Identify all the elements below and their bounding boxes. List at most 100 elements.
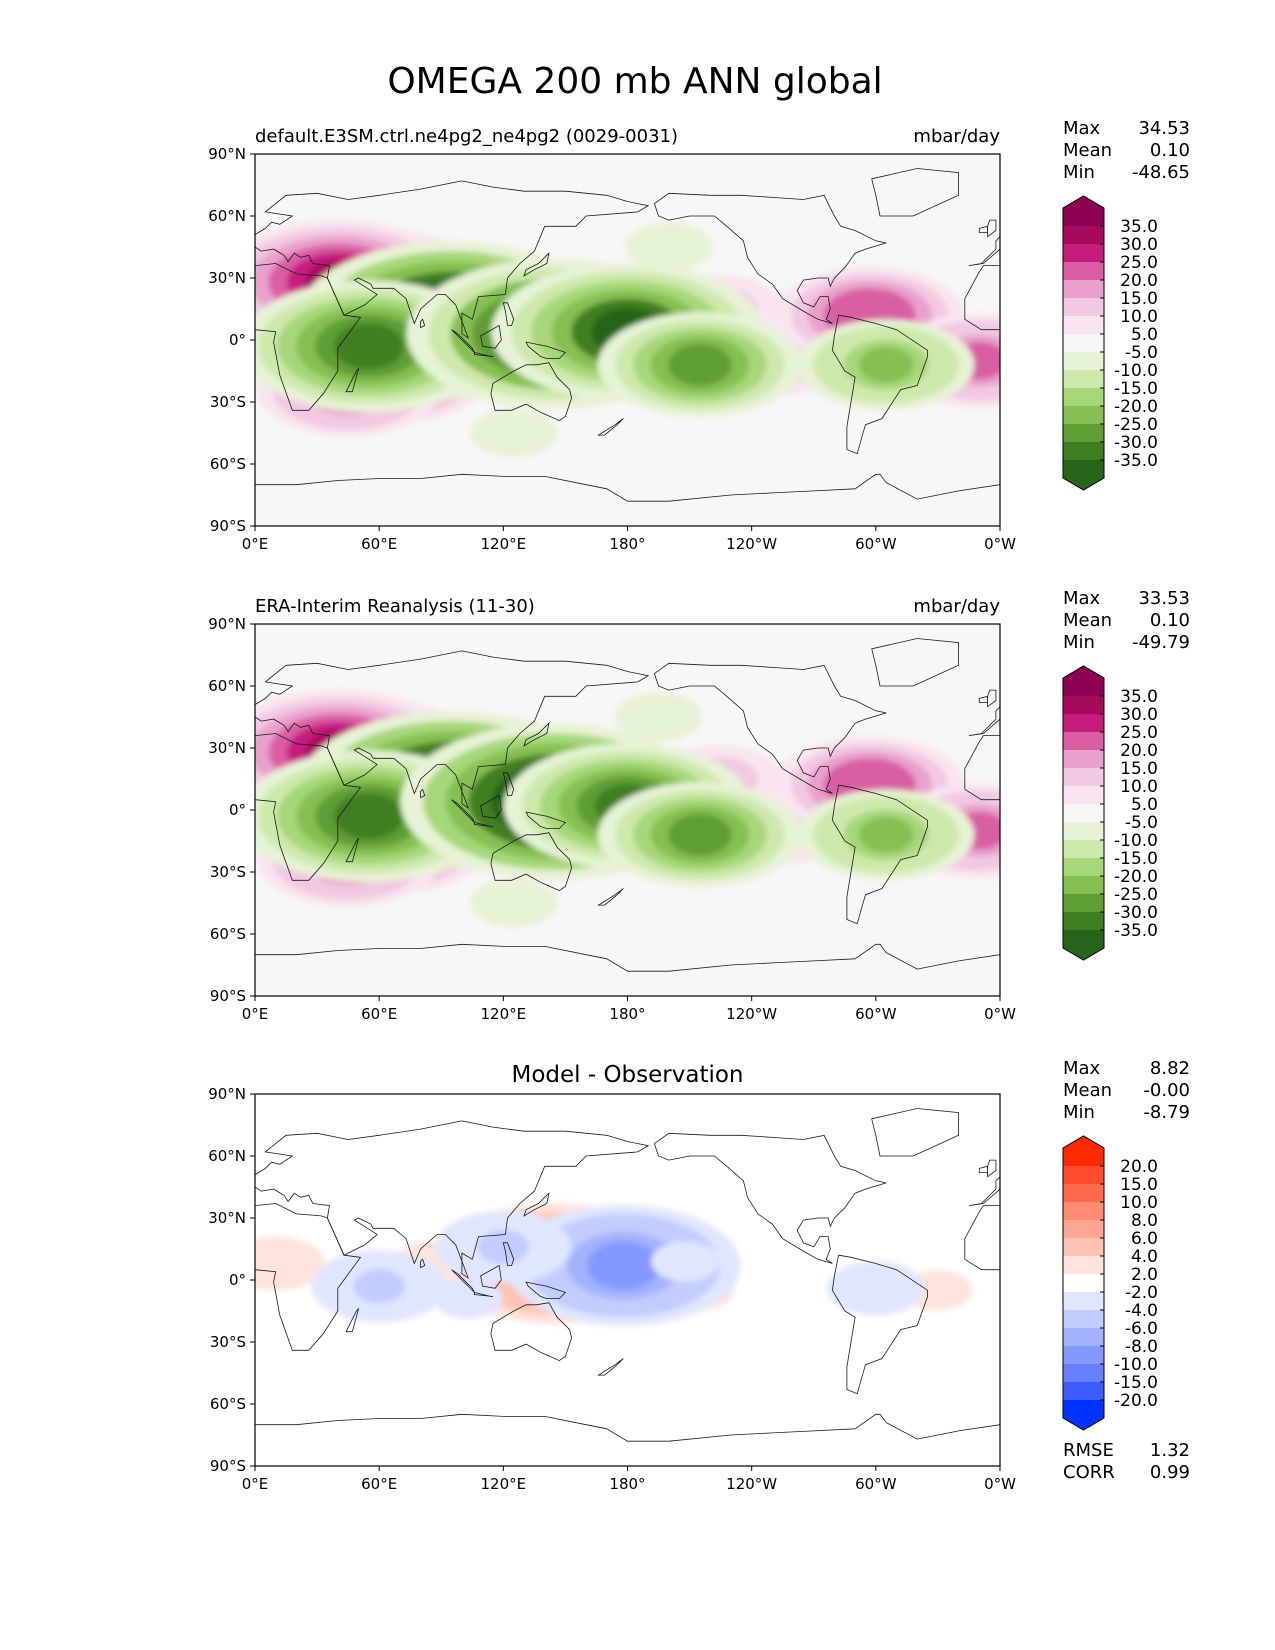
lat-tick-label: 60°S — [210, 925, 246, 943]
colorbar-tick-label: -25.0 — [1114, 415, 1158, 435]
colorbar-tick-label: 4.0 — [1131, 1247, 1158, 1267]
lat-tick-label: 0° — [229, 331, 246, 349]
stat-value: 33.53 — [1138, 588, 1190, 609]
coastline — [345, 837, 360, 863]
colorbar-tick-label: 25.0 — [1120, 253, 1158, 273]
lon-tick-label: 60°E — [361, 1475, 397, 1493]
colorbar-segment — [1063, 696, 1104, 714]
colorbar-tick-label: 10.0 — [1120, 307, 1158, 327]
lat-tick-label: 60°N — [208, 207, 246, 225]
lon-tick-label: 120°E — [481, 535, 527, 553]
coastline — [597, 1358, 624, 1376]
contour-level — [446, 1283, 491, 1314]
contour-level — [353, 1269, 405, 1304]
coastline — [523, 722, 550, 747]
coastline — [525, 341, 567, 359]
contour-level — [648, 233, 690, 261]
coastline — [451, 799, 475, 823]
colorbar-extend-bottom — [1063, 930, 1104, 960]
lon-tick-label: 180° — [609, 1475, 645, 1493]
coastline — [502, 772, 515, 796]
coastline — [871, 168, 959, 217]
field-layer — [255, 1094, 1000, 1466]
colorbar: 20.015.010.08.06.04.02.0-2.0-4.0-6.0-8.0… — [1062, 1135, 1158, 1431]
colorbar-extend-bottom — [1063, 1400, 1104, 1430]
lon-tick-label: 0°W — [984, 1005, 1016, 1023]
colorbar-tick-label: 10.0 — [1120, 777, 1158, 797]
stat-label: Min — [1063, 632, 1095, 653]
lon-tick-label: 120°W — [726, 1475, 777, 1493]
coastline — [420, 318, 426, 329]
coastline — [255, 180, 650, 339]
colorbar-segment — [1063, 1238, 1104, 1256]
contour-fill — [255, 689, 1000, 928]
colorbar-tick-label: 15.0 — [1120, 1175, 1158, 1195]
colorbar-tick-label: 10.0 — [1120, 1193, 1158, 1213]
stat-value: 34.53 — [1138, 118, 1190, 139]
colorbar-tick-label: -15.0 — [1114, 379, 1158, 399]
colorbar-extend-top — [1063, 666, 1104, 696]
lat-tick-label: 90°S — [210, 987, 246, 1005]
colorbar-segment — [1063, 1310, 1104, 1328]
lon-tick-label: 0°E — [242, 1005, 269, 1023]
contour-level — [858, 816, 914, 853]
stat-value: -49.79 — [1132, 632, 1190, 653]
coastlines — [255, 638, 1000, 996]
coastline — [987, 219, 997, 238]
coastline — [474, 821, 494, 827]
stat-label: Mean — [1063, 610, 1112, 631]
colorbar-tick-label: -15.0 — [1114, 849, 1158, 869]
field-layer — [255, 154, 1000, 526]
coastline — [831, 1254, 928, 1395]
coastline — [987, 689, 997, 708]
coastline — [871, 1108, 959, 1157]
colorbar-segment — [1063, 262, 1104, 280]
colorbar-tick-label: -2.0 — [1125, 1283, 1158, 1303]
colorbar-segment — [1063, 388, 1104, 406]
contour-level — [255, 1248, 299, 1279]
coastline — [480, 794, 502, 819]
lat-tick-label: 30°S — [210, 393, 246, 411]
colorbar-segment — [1063, 1166, 1104, 1184]
lon-tick-label: 0°W — [984, 535, 1016, 553]
colorbar-tick-label: -35.0 — [1114, 921, 1158, 941]
coastline — [597, 418, 624, 436]
coastline — [987, 1159, 997, 1178]
coastline — [653, 1132, 887, 1264]
colorbar-segment — [1063, 298, 1104, 316]
lat-tick-label: 90°N — [208, 615, 246, 633]
colorbar-outline — [1062, 665, 1105, 961]
contour-fill — [255, 219, 1000, 458]
colorbar-segment — [1063, 442, 1104, 460]
lat-tick-label: 0° — [229, 1271, 246, 1289]
colorbar-extend-bottom — [1063, 460, 1104, 490]
colorbar-segment — [1063, 244, 1104, 262]
colorbar-tick-label: 15.0 — [1120, 759, 1158, 779]
colorbar: 35.030.025.020.015.010.05.0-5.0-10.0-15.… — [1062, 665, 1158, 961]
lon-tick-label: 60°W — [855, 1005, 897, 1023]
colorbar-outline — [1062, 195, 1105, 491]
lon-tick-label: 60°W — [855, 535, 897, 553]
coastlines — [255, 1108, 1000, 1466]
stat-value: -0.00 — [1143, 1080, 1190, 1101]
contour-level — [492, 889, 535, 917]
coastline — [451, 1269, 475, 1293]
contour-level — [334, 793, 404, 840]
colorbar-tick-label: -30.0 — [1114, 433, 1158, 453]
colorbar-segment — [1063, 858, 1104, 876]
coastline — [420, 788, 426, 799]
contour-level — [586, 1241, 660, 1290]
coastline — [525, 811, 567, 829]
colorbar-segment — [1063, 840, 1104, 858]
lon-tick-label: 180° — [609, 1005, 645, 1023]
coastline — [345, 367, 360, 393]
colorbar: 35.030.025.020.015.010.05.0-5.0-10.0-15.… — [1062, 195, 1158, 491]
lat-tick-label: 30°S — [210, 1333, 246, 1351]
lon-tick-label: 60°W — [855, 1475, 897, 1493]
contour-level — [492, 419, 535, 447]
coastline — [968, 1176, 1000, 1206]
field-layer — [255, 624, 1000, 996]
lon-tick-label: 120°E — [481, 1005, 527, 1023]
map-panel-2: ERA-Interim Reanalysis (11-30) mbar/day 90… — [208, 588, 1190, 1023]
